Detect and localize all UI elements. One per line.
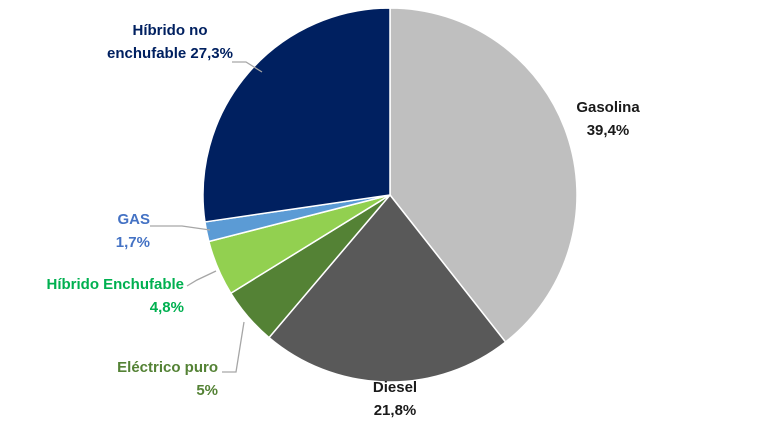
leader-line [222, 321, 245, 373]
slice-label-line: Gasolina [576, 99, 640, 116]
slice-label-line: GAS [117, 211, 150, 228]
leader-lines [150, 61, 263, 373]
slice-label: GAS 1,7% [116, 211, 150, 251]
leader-line [186, 270, 217, 287]
leader-line [232, 61, 263, 73]
slice-label-line: Eléctrico puro [117, 359, 218, 376]
slice-label: Gasolina 39,4% [576, 99, 640, 139]
slice-label-line: 4,8% [150, 299, 184, 316]
slice-label: Híbrido Enchufable 4,8% [46, 276, 184, 316]
slice-label-line: 5% [196, 382, 218, 399]
slice-label-line: 39,4% [587, 122, 630, 139]
slice-label: Híbrido no enchufable 27,3% [107, 22, 233, 62]
pie-slices [202, 7, 578, 383]
pie-slice [267, 193, 507, 383]
slice-label-line: Híbrido no [133, 22, 208, 39]
slice-label-line: Híbrido Enchufable [46, 276, 184, 293]
slice-label: Eléctrico puro 5% [117, 359, 218, 399]
slice-label-line: Diesel [373, 379, 417, 396]
slice-label-line: enchufable 27,3% [107, 45, 233, 62]
slice-label-line: 1,7% [116, 234, 150, 251]
pie-slice [202, 7, 391, 223]
leader-line [150, 225, 211, 231]
slice-label: Diesel 21,8% [373, 379, 417, 419]
pie-slice [389, 7, 578, 344]
slice-labels: Gasolina 39,4% Diesel 21,8% Eléctrico puro 5%… [46, 22, 640, 419]
slice-label-line: 21,8% [374, 402, 417, 419]
